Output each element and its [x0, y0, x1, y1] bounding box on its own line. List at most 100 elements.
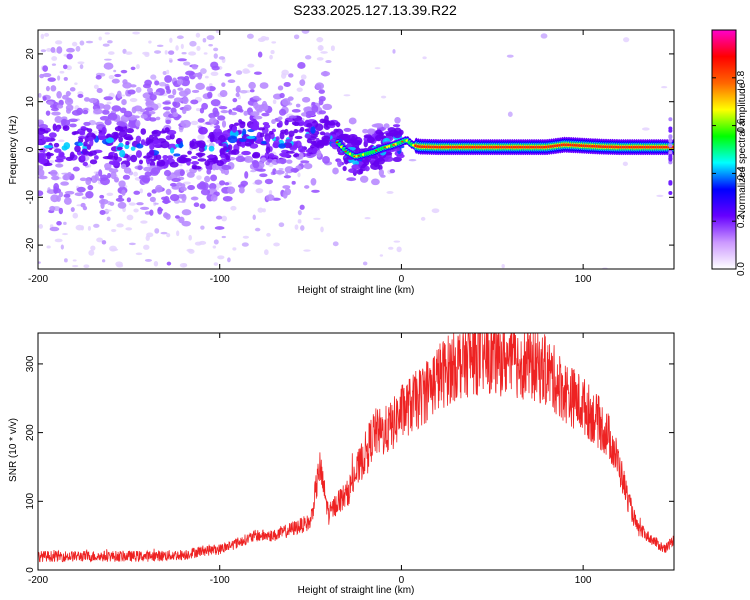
heatmap-cell — [191, 89, 200, 93]
heatmap-cell — [431, 208, 440, 214]
heatmap-cell — [137, 165, 143, 171]
heatmap-cell — [38, 148, 46, 153]
heatmap-cell — [216, 160, 225, 167]
heatmap-cell — [144, 79, 153, 86]
heatmap-cell — [278, 168, 284, 171]
heatmap-cell — [81, 148, 88, 155]
heatmap-cell — [206, 168, 212, 175]
heatmap-cell — [288, 115, 297, 119]
heatmap-cell — [195, 108, 201, 112]
heatmap-cell — [322, 103, 333, 111]
heatmap-cell — [54, 115, 63, 124]
heatmap-cell — [364, 217, 371, 220]
heatmap-cell — [133, 171, 138, 177]
colorbar-axis: 0.0 0.2 0.4 0.6 0.8 — [712, 70, 747, 276]
heatmap-cell — [121, 189, 126, 196]
heatmap-cell — [335, 121, 341, 128]
heatmap-cell — [254, 227, 261, 232]
heatmap-cell — [104, 32, 110, 35]
heatmap-cell — [340, 136, 347, 141]
heatmap-cell — [152, 139, 162, 148]
heatmap-cell — [159, 130, 166, 134]
heatmap-cell — [316, 140, 326, 147]
heatmap-cell — [100, 174, 109, 181]
heatmap-cell — [656, 194, 664, 197]
heatmap-cell — [306, 123, 313, 128]
heatmap-cell — [280, 153, 290, 158]
heatmap-cell — [62, 125, 70, 131]
heatmap-cell — [269, 54, 273, 60]
heatmap-cell — [204, 75, 209, 79]
figure-title: S233.2025.127.13.39.R22 — [293, 2, 457, 18]
heatmap-cell — [96, 88, 103, 94]
heatmap-cell — [291, 180, 296, 185]
heatmap-cell — [224, 72, 232, 77]
heatmap-cell — [60, 244, 64, 250]
heatmap-cell — [79, 130, 86, 136]
heatmap-cell — [285, 150, 295, 154]
heatmap-cell — [149, 196, 156, 202]
heatmap-cell — [64, 190, 75, 195]
heatmap-cell — [227, 144, 233, 151]
heatmap-cell — [191, 161, 200, 165]
snr-ytick-label: 100 — [25, 493, 36, 510]
heatmap-cell — [83, 141, 88, 147]
heatmap-cell — [182, 108, 187, 115]
heatmap-cell — [178, 163, 183, 167]
heatmap-cell — [63, 64, 68, 70]
heatmap-cell — [101, 126, 107, 135]
heatmap-cell — [188, 249, 195, 254]
colorbar-tick-label: 0.6 — [736, 118, 747, 132]
heatmap-cell — [75, 224, 84, 231]
heatmap-cell — [51, 111, 61, 116]
heatmap-cell — [273, 140, 280, 148]
heatmap-cell — [293, 121, 300, 127]
heatmap-cell — [51, 56, 58, 61]
heatmap-cell — [235, 92, 240, 98]
heatmap-cell — [264, 36, 270, 41]
heatmap-cell — [111, 228, 117, 233]
heatmap-cell — [375, 157, 385, 165]
heatmap-cell — [232, 97, 238, 103]
heatmap-cell — [121, 94, 126, 97]
heatmap-cell — [227, 135, 238, 144]
heatmap-cell — [85, 40, 94, 44]
heatmap-cell — [143, 244, 150, 250]
heatmap-cell — [242, 68, 250, 74]
heatmap-cell — [156, 44, 164, 48]
heatmap-cell — [304, 185, 310, 189]
heatmap-cell — [346, 177, 357, 182]
heatmap-cell — [220, 154, 226, 159]
heatmap-cell — [162, 106, 172, 111]
heatmap-cell — [63, 142, 71, 150]
heatmap-cell — [125, 141, 130, 146]
heatmap-cell — [243, 110, 249, 116]
heatmap-cell — [320, 51, 328, 54]
heatmap-cell — [191, 164, 198, 170]
heatmap-cell — [264, 249, 269, 256]
heatmap-cell — [132, 31, 141, 35]
heatmap-cell — [139, 188, 144, 194]
heatmap-cell — [68, 118, 78, 123]
heatmap-cell — [207, 91, 213, 99]
heatmap-cell — [135, 135, 142, 143]
heatmap-cell — [101, 240, 107, 245]
heatmap-cell — [239, 89, 248, 94]
heatmap-cell — [154, 202, 159, 205]
heatmap-cell — [181, 220, 191, 227]
heatmap-cell — [286, 159, 293, 164]
heatmap-cell — [198, 146, 205, 153]
heatmap-cell — [214, 226, 225, 230]
heatmap-cell — [144, 211, 151, 215]
heatmap-cell — [268, 153, 275, 158]
heatmap-cell — [164, 50, 168, 55]
heatmap-cell — [320, 226, 324, 233]
heatmap-cell — [116, 146, 123, 151]
heatmap-cell — [45, 110, 51, 116]
heatmap-cell — [183, 61, 191, 66]
heatmap-cell — [82, 109, 89, 115]
heatmap-cell — [144, 258, 153, 262]
heatmap-cell — [58, 151, 65, 158]
heatmap-cell — [146, 87, 153, 93]
heatmap-cell — [256, 168, 266, 172]
